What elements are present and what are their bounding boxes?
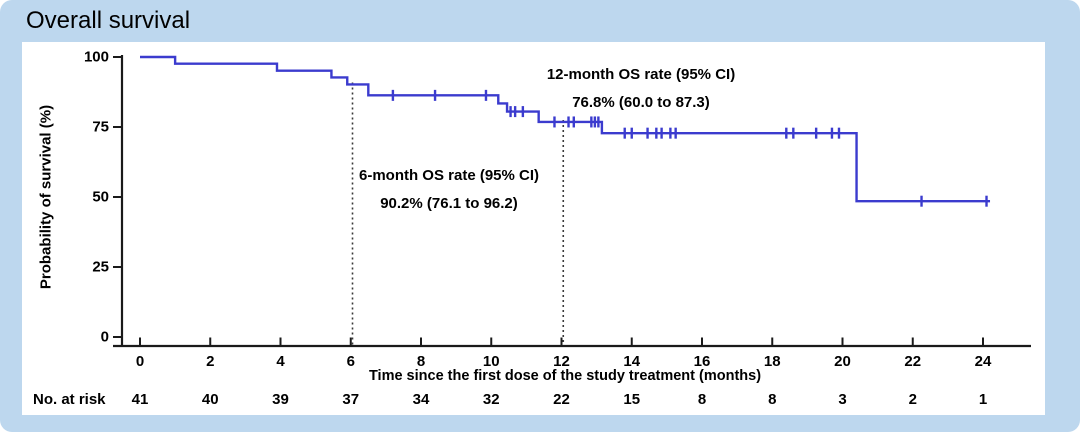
at-risk-count-20: 3 (838, 391, 847, 408)
annotation-12-month-os-heading: 12-month OS rate (95% CI) (546, 66, 736, 83)
x-tick-label-16: 16 (693, 353, 711, 370)
at-risk-count-0: 41 (131, 391, 149, 408)
y-tick-label-25: 25 (92, 258, 109, 276)
at-risk-count-14: 15 (623, 391, 641, 408)
annotation-6-month-os-value: 90.2% (76.1 to 96.2) (380, 195, 518, 212)
x-tick-label-8: 8 (416, 353, 426, 370)
x-axis-title: Time since the first dose of the study t… (368, 368, 762, 384)
x-tick-label-10: 10 (482, 353, 500, 370)
x-tick-label-20: 20 (834, 353, 851, 370)
annotation-12-month-os-value: 76.8% (60.0 to 87.3) (572, 94, 710, 111)
plot-panel (22, 42, 1045, 415)
x-tick-label-18: 18 (763, 353, 781, 370)
y-tick-label-0: 0 (100, 328, 109, 346)
x-tick-label-6: 6 (346, 353, 355, 370)
survival-curve (140, 55, 991, 203)
y-tick-label-100: 100 (83, 48, 109, 66)
x-tick-label-4: 4 (276, 353, 285, 370)
y-axis-title: Probability of survival (%) (37, 104, 55, 290)
at-risk-count-12: 22 (553, 391, 570, 408)
x-tick-label-22: 22 (904, 353, 922, 370)
at-risk-count-2: 40 (201, 391, 219, 408)
at-risk-count-8: 34 (412, 391, 430, 408)
annotation-6-month-os: 6-month OS rate (95% CI) 90.2% (76.1 to … (359, 167, 539, 212)
figure-title: Overall survival (26, 7, 191, 34)
at-risk-count-24: 1 (978, 391, 988, 408)
annotation-12-month-os: 12-month OS rate (95% CI) 76.8% (60.0 to… (547, 66, 735, 111)
x-tick-label-0: 0 (135, 353, 145, 370)
at-risk-count-6: 37 (342, 391, 360, 408)
x-tick-label-12: 12 (553, 353, 570, 370)
annotation-6-month-os-heading: 6-month OS rate (95% CI) (358, 167, 540, 184)
at-risk-count-10: 32 (482, 391, 500, 408)
at-risk-count-22: 2 (908, 391, 917, 408)
at-risk-count-4: 39 (272, 391, 289, 408)
x-tick-label-2: 2 (206, 353, 215, 370)
at-risk-count-18: 8 (768, 391, 777, 408)
x-tick-label-14: 14 (623, 353, 641, 370)
x-tick-label-24: 24 (974, 353, 992, 370)
y-tick-label-50: 50 (92, 188, 109, 206)
at-risk-label: No. at risk (33, 391, 106, 408)
y-tick-label-75: 75 (92, 118, 109, 136)
at-risk-count-16: 8 (697, 391, 707, 408)
